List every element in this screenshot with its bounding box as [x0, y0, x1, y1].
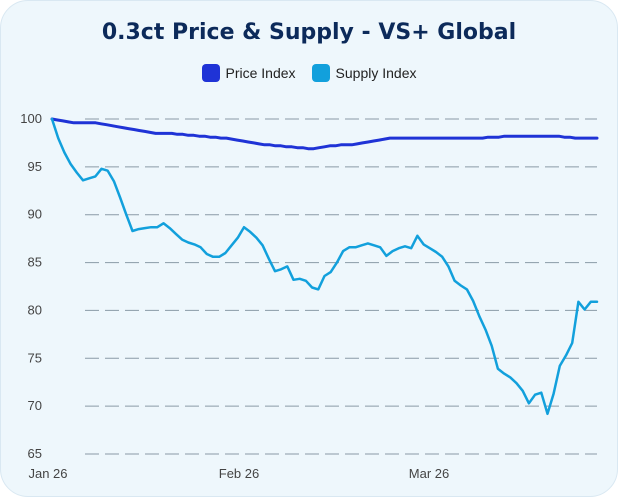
series-line-price-index — [50, 117, 599, 151]
legend-label-supply: Supply Index — [335, 65, 417, 81]
chart-legend: Price Index Supply Index — [0, 64, 618, 82]
y-tick-label-100: 100 — [20, 111, 42, 126]
x-tick-label-0: Jan 26 — [28, 466, 67, 481]
y-tick-label-95: 95 — [28, 159, 42, 174]
y-tick-label-70: 70 — [28, 398, 42, 413]
legend-item-supply[interactable]: Supply Index — [311, 64, 417, 82]
series-line-supply-index — [50, 117, 599, 416]
legend-swatch-price — [201, 64, 220, 82]
x-tick-label-2: Mar 26 — [409, 466, 449, 481]
legend-item-price[interactable]: Price Index — [201, 64, 296, 82]
legend-label-price: Price Index — [225, 65, 296, 81]
legend-swatch-supply — [311, 64, 330, 82]
y-tick-label-85: 85 — [28, 255, 42, 270]
x-tick-label-1: Feb 26 — [219, 466, 259, 481]
y-tick-label-80: 80 — [28, 302, 42, 317]
chart-title: 0.3ct Price & Supply - VS+ Global — [101, 20, 517, 45]
y-tick-label-65: 65 — [28, 446, 42, 461]
y-tick-label-90: 90 — [28, 207, 42, 222]
y-tick-label-75: 75 — [28, 350, 42, 365]
